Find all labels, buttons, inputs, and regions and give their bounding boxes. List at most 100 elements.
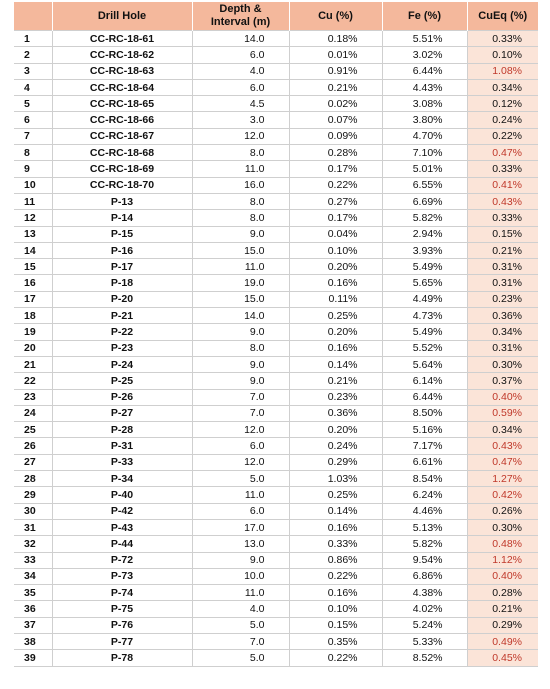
fe-cell: 7.17% bbox=[381, 437, 467, 455]
fe-cell: 6.14% bbox=[381, 372, 467, 390]
table-row: 20 P-23 8.0 0.16% 5.52% 0.31% bbox=[14, 339, 538, 357]
depth-cell: 5.0 bbox=[191, 649, 289, 667]
fe-cell: 4.38% bbox=[381, 584, 467, 601]
cueq-cell: 0.28% bbox=[466, 584, 538, 601]
depth-cell: 15.0 bbox=[191, 290, 289, 308]
cu-cell: 0.33% bbox=[288, 535, 382, 552]
cueq-cell: 0.31% bbox=[466, 258, 538, 275]
drill-hole-cell: P-72 bbox=[51, 551, 192, 569]
table-row: 33 P-72 9.0 0.86% 9.54% 1.12% bbox=[14, 551, 538, 569]
table-row: 10 CC-RC-18-70 16.0 0.22% 6.55% 0.41% bbox=[14, 176, 538, 194]
drill-hole-cell: CC-RC-18-65 bbox=[51, 95, 192, 112]
drill-hole-cell: CC-RC-18-62 bbox=[51, 46, 192, 64]
depth-cell: 9.0 bbox=[191, 551, 289, 569]
depth-cell: 9.0 bbox=[191, 372, 289, 390]
drill-results-table: Drill Hole Depth & Interval (m) Cu (%) F… bbox=[14, 2, 538, 667]
fe-cell: 5.49% bbox=[381, 258, 467, 275]
cu-cell: 0.22% bbox=[288, 649, 382, 667]
row-number: 30 bbox=[14, 502, 52, 520]
table-row: 3 CC-RC-18-63 4.0 0.91% 6.44% 1.08% bbox=[14, 62, 538, 80]
drill-hole-cell: P-42 bbox=[51, 502, 192, 520]
drill-hole-cell: P-18 bbox=[51, 274, 192, 292]
header-cueq: CuEq (%) bbox=[467, 2, 538, 31]
row-number: 35 bbox=[14, 584, 52, 601]
drill-hole-cell: P-15 bbox=[51, 225, 192, 243]
row-number: 9 bbox=[14, 160, 52, 178]
fe-cell: 6.61% bbox=[381, 453, 467, 471]
fe-cell: 5.65% bbox=[381, 274, 467, 292]
table-row: 39 P-78 5.0 0.22% 8.52% 0.45% bbox=[14, 649, 538, 667]
cueq-cell: 0.21% bbox=[466, 600, 538, 618]
cu-cell: 0.36% bbox=[288, 404, 382, 422]
fe-cell: 5.01% bbox=[381, 160, 467, 178]
drill-hole-cell: P-21 bbox=[51, 307, 192, 324]
fe-cell: 4.43% bbox=[381, 78, 467, 96]
depth-cell: 11.0 bbox=[191, 584, 289, 601]
drill-hole-cell: CC-RC-18-64 bbox=[51, 78, 192, 96]
fe-cell: 4.02% bbox=[381, 600, 467, 618]
depth-cell: 6.0 bbox=[191, 46, 289, 64]
cueq-cell: 0.33% bbox=[466, 209, 538, 227]
fe-cell: 5.52% bbox=[381, 339, 467, 357]
depth-cell: 6.0 bbox=[191, 78, 289, 96]
drill-hole-cell: P-24 bbox=[51, 355, 192, 373]
cu-cell: 0.11% bbox=[288, 290, 382, 308]
table-row: 5 CC-RC-18-65 4.5 0.02% 3.08% 0.12% bbox=[14, 95, 538, 112]
table-body: 1 CC-RC-18-61 14.0 0.18% 5.51% 0.33% 2 CC-RC-18… bbox=[14, 29, 538, 667]
cueq-cell: 0.37% bbox=[466, 372, 538, 390]
drill-hole-cell: P-33 bbox=[51, 453, 192, 471]
row-number: 10 bbox=[14, 176, 52, 194]
row-number: 36 bbox=[14, 600, 52, 618]
cueq-cell: 0.33% bbox=[466, 29, 538, 47]
cu-cell: 0.91% bbox=[288, 62, 382, 80]
drill-hole-cell: P-22 bbox=[51, 323, 192, 341]
row-number: 19 bbox=[14, 323, 52, 341]
table-row: 12 P-14 8.0 0.17% 5.82% 0.33% bbox=[14, 209, 538, 227]
fe-cell: 6.55% bbox=[381, 176, 467, 194]
cueq-cell: 0.36% bbox=[466, 307, 538, 324]
depth-cell: 9.0 bbox=[191, 225, 289, 243]
cueq-cell: 0.29% bbox=[466, 616, 538, 634]
row-number: 1 bbox=[14, 29, 52, 47]
cu-cell: 0.01% bbox=[288, 46, 382, 64]
row-number: 12 bbox=[14, 209, 52, 227]
depth-cell: 12.0 bbox=[191, 453, 289, 471]
depth-cell: 5.0 bbox=[191, 470, 289, 487]
table-row: 36 P-75 4.0 0.10% 4.02% 0.21% bbox=[14, 600, 538, 618]
table-row: 18 P-21 14.0 0.25% 4.73% 0.36% bbox=[14, 307, 538, 324]
cu-cell: 0.86% bbox=[288, 551, 382, 569]
cueq-cell: 1.27% bbox=[466, 470, 538, 487]
cueq-cell: 0.47% bbox=[466, 453, 538, 471]
table-row: 35 P-74 11.0 0.16% 4.38% 0.28% bbox=[14, 584, 538, 601]
drill-hole-cell: P-73 bbox=[51, 567, 192, 585]
cu-cell: 0.10% bbox=[288, 600, 382, 618]
row-number: 23 bbox=[14, 388, 52, 406]
depth-cell: 6.0 bbox=[191, 437, 289, 455]
drill-hole-cell: P-34 bbox=[51, 470, 192, 487]
drill-hole-cell: P-44 bbox=[51, 535, 192, 552]
row-number: 17 bbox=[14, 290, 52, 308]
cueq-cell: 0.59% bbox=[466, 404, 538, 422]
fe-cell: 3.93% bbox=[381, 241, 467, 259]
row-number: 39 bbox=[14, 649, 52, 667]
fe-cell: 6.69% bbox=[381, 192, 467, 210]
drill-hole-cell: CC-RC-18-70 bbox=[51, 176, 192, 194]
fe-cell: 9.54% bbox=[381, 551, 467, 569]
cueq-cell: 0.40% bbox=[466, 567, 538, 585]
header-depth-line2: Interval (m) bbox=[210, 16, 271, 28]
drill-results-table-wrapper: Drill Hole Depth & Interval (m) Cu (%) F… bbox=[14, 2, 538, 667]
table-row: 7 CC-RC-18-67 12.0 0.09% 4.70% 0.22% bbox=[14, 127, 538, 145]
header-depth: Depth & Interval (m) bbox=[192, 2, 290, 31]
fe-cell: 4.70% bbox=[381, 127, 467, 145]
fe-cell: 3.02% bbox=[381, 46, 467, 64]
table-row: 17 P-20 15.0 0.11% 4.49% 0.23% bbox=[14, 290, 538, 308]
fe-cell: 5.33% bbox=[381, 632, 467, 650]
row-number: 37 bbox=[14, 616, 52, 634]
drill-hole-cell: CC-RC-18-68 bbox=[51, 144, 192, 161]
fe-cell: 5.49% bbox=[381, 323, 467, 341]
cu-cell: 0.14% bbox=[288, 355, 382, 373]
cueq-cell: 0.42% bbox=[466, 486, 538, 504]
row-number: 26 bbox=[14, 437, 52, 455]
row-number: 14 bbox=[14, 241, 52, 259]
table-row: 15 P-17 11.0 0.20% 5.49% 0.31% bbox=[14, 258, 538, 275]
